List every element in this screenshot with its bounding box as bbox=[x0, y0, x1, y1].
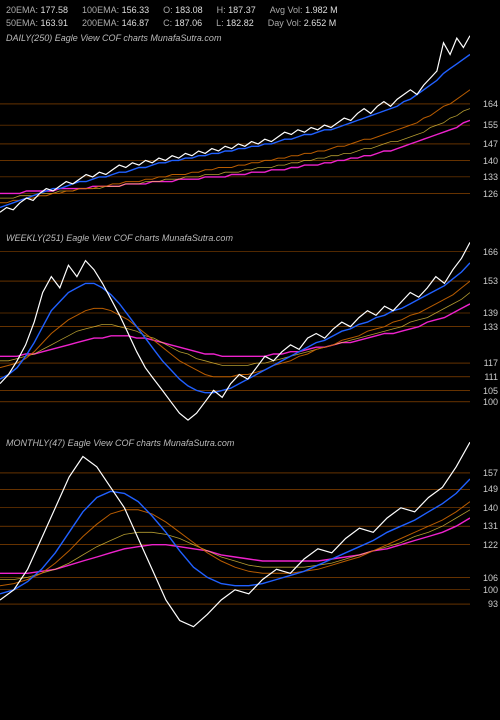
y-axis-labels: 157 149 140 131 122 106 100 93 bbox=[472, 436, 498, 641]
ema20-series bbox=[0, 263, 470, 393]
axis-tick-label: 100 bbox=[483, 585, 498, 595]
chart-panel: DAILY(250) Eagle View COF charts MunafaS… bbox=[0, 31, 500, 231]
axis-tick-label: 153 bbox=[483, 276, 498, 286]
axis-tick-label: 149 bbox=[483, 484, 498, 494]
ema50-series bbox=[0, 281, 470, 377]
price-series bbox=[0, 36, 470, 213]
stat: C: 187.06 bbox=[163, 17, 202, 30]
chart-area: 166153139133117111105100 bbox=[0, 231, 470, 436]
axis-tick-label: 126 bbox=[483, 189, 498, 199]
stat: L: 182.82 bbox=[216, 17, 254, 30]
axis-tick-label: 105 bbox=[483, 386, 498, 396]
axis-tick-label: 106 bbox=[483, 573, 498, 583]
ema200-series bbox=[0, 121, 470, 194]
axis-tick-label: 147 bbox=[483, 139, 498, 149]
ema200-series bbox=[0, 304, 470, 356]
axis-tick-label: 133 bbox=[483, 322, 498, 332]
stat: 100EMA: 156.33 bbox=[82, 4, 149, 17]
chart-panel: WEEKLY(251) Eagle View COF charts Munafa… bbox=[0, 231, 500, 436]
axis-tick-label: 100 bbox=[483, 397, 498, 407]
chart-svg bbox=[0, 31, 470, 231]
axis-tick-label: 122 bbox=[483, 540, 498, 550]
stat: Day Vol: 2.652 M bbox=[268, 17, 337, 30]
axis-tick-label: 133 bbox=[483, 172, 498, 182]
ema50-series bbox=[0, 502, 470, 586]
y-axis-labels: 166 153 139 133 117 111 105100 bbox=[472, 231, 498, 436]
panel-title: WEEKLY(251) Eagle View COF charts Munafa… bbox=[6, 233, 233, 243]
axis-tick-label: 157 bbox=[483, 468, 498, 478]
stat: 20EMA: 177.58 bbox=[6, 4, 68, 17]
stat: H: 187.37 bbox=[217, 4, 256, 17]
indicator-header: 20EMA: 177.58 100EMA: 156.33 O: 183.08 H: 1… bbox=[0, 0, 500, 31]
axis-tick-label: 164 bbox=[483, 99, 498, 109]
chart-svg bbox=[0, 436, 470, 641]
price-series bbox=[0, 442, 470, 627]
axis-tick-label: 93 bbox=[488, 599, 498, 609]
axis-tick-label: 139 bbox=[483, 308, 498, 318]
stat: Avg Vol: 1.982 M bbox=[270, 4, 338, 17]
axis-tick-label: 140 bbox=[483, 503, 498, 513]
panel-title: MONTHLY(47) Eagle View COF charts Munafa… bbox=[6, 438, 234, 448]
axis-tick-label: 166 bbox=[483, 247, 498, 257]
ema20-series bbox=[0, 479, 470, 594]
header-row-2: 50EMA: 163.91 200EMA: 146.87 C: 187.06 L: 1… bbox=[6, 17, 494, 30]
chart-area: 164155147140133126 bbox=[0, 31, 470, 231]
chart-svg bbox=[0, 231, 470, 436]
axis-tick-label: 117 bbox=[484, 358, 498, 368]
panel-title: DAILY(250) Eagle View COF charts MunafaS… bbox=[6, 33, 221, 43]
chart-panel: MONTHLY(47) Eagle View COF charts Munafa… bbox=[0, 436, 500, 641]
stat: O: 183.08 bbox=[163, 4, 203, 17]
y-axis-labels: 164 155 147 140 133 126 bbox=[472, 31, 498, 231]
stat: 50EMA: 163.91 bbox=[6, 17, 68, 30]
axis-tick-label: 131 bbox=[483, 521, 498, 531]
header-row-1: 20EMA: 177.58 100EMA: 156.33 O: 183.08 H: 1… bbox=[6, 4, 494, 17]
axis-tick-label: 155 bbox=[483, 120, 498, 130]
chart-area: 15714914013112210610093 bbox=[0, 436, 470, 641]
axis-tick-label: 111 bbox=[484, 372, 498, 382]
axis-tick-label: 140 bbox=[483, 156, 498, 166]
ema20-series bbox=[0, 55, 470, 208]
stat: 200EMA: 146.87 bbox=[82, 17, 149, 30]
